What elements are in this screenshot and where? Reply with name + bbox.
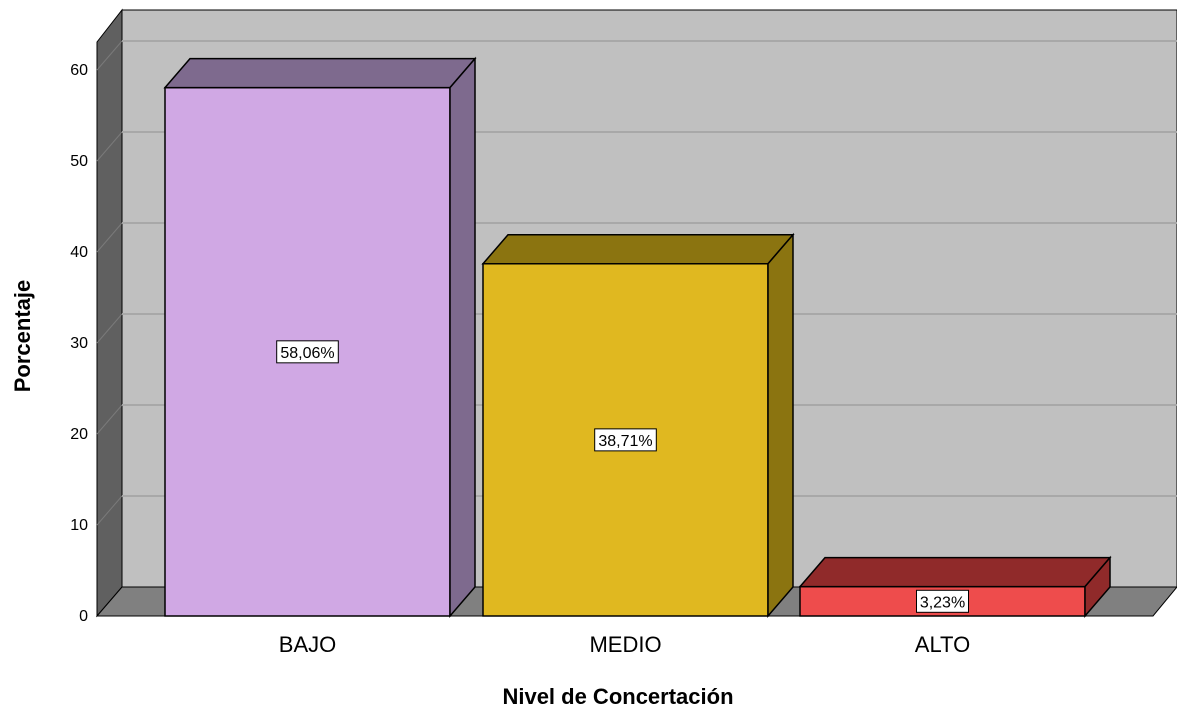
- gridline-side: [96, 222, 123, 253]
- y-axis-title: Porcentaje: [10, 280, 35, 393]
- y-tick-label: 0: [79, 608, 88, 625]
- gridline-side: [96, 40, 123, 71]
- y-tick-label: 20: [70, 426, 88, 443]
- bar-side: [1084, 555, 1111, 619]
- bar-top: [163, 57, 477, 89]
- bar-top: [481, 233, 795, 265]
- bar-alto: 3,23%: [798, 555, 1112, 619]
- data-label: 38,71%: [598, 433, 652, 450]
- y-tick-label: 50: [70, 153, 88, 170]
- y-axis-ticks: 0 10 20 30 40 50 60: [70, 62, 88, 625]
- gridline-side: [96, 313, 123, 344]
- y-tick-label: 30: [70, 335, 88, 352]
- x-tick-label: BAJO: [279, 632, 336, 657]
- bars: 58,06% 38,71% 3,23%: [163, 56, 1112, 619]
- data-label-box: [594, 428, 657, 452]
- bar-top: [798, 556, 1112, 588]
- data-label-box: [916, 589, 969, 613]
- x-tick-label: ALTO: [915, 632, 970, 657]
- gridline-side: [96, 131, 123, 162]
- bar-medio: 38,71%: [481, 232, 795, 619]
- y-tick-label: 10: [70, 517, 88, 534]
- bar-bajo: 58,06%: [163, 56, 477, 619]
- y-tick-label: 40: [70, 244, 88, 261]
- bar-side: [767, 232, 794, 619]
- data-label-box: [276, 340, 339, 364]
- x-tick-label: MEDIO: [589, 632, 661, 657]
- gridline-side: [96, 495, 123, 526]
- y-tick-label: 60: [70, 62, 88, 79]
- gridline-side: [96, 404, 123, 435]
- data-label: 58,06%: [280, 345, 334, 362]
- x-axis-ticks: BAJO MEDIO ALTO: [279, 632, 970, 657]
- x-axis-title: Nivel de Concertación: [502, 684, 733, 709]
- bar-side: [449, 56, 476, 619]
- chart-left-wall: [96, 8, 123, 618]
- data-label: 3,23%: [920, 594, 965, 611]
